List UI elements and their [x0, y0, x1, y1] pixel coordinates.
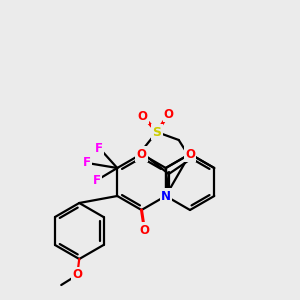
- Text: O: O: [185, 148, 195, 160]
- Text: O: O: [164, 107, 174, 121]
- Text: O: O: [138, 110, 148, 122]
- Text: F: F: [95, 142, 103, 154]
- Text: N: N: [161, 190, 171, 202]
- Text: F: F: [83, 157, 91, 169]
- Text: O: O: [140, 224, 149, 236]
- Text: O: O: [72, 268, 82, 281]
- Text: O: O: [136, 148, 146, 160]
- Text: F: F: [93, 173, 101, 187]
- Text: S: S: [152, 125, 161, 139]
